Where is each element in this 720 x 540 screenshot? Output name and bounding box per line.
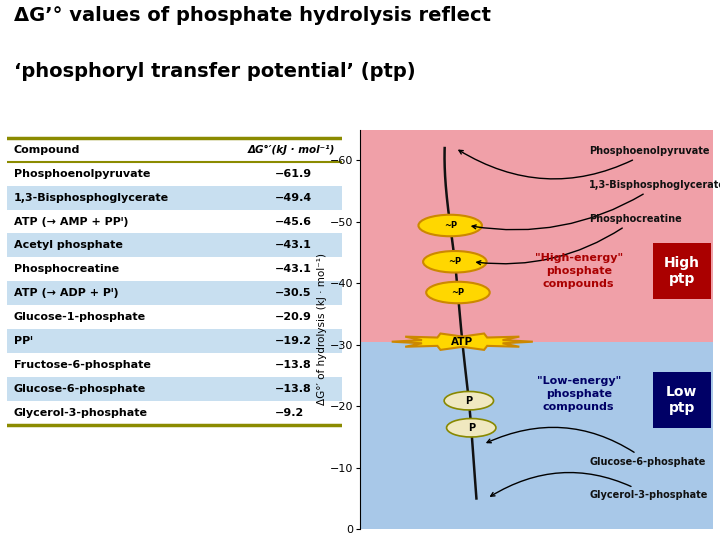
FancyBboxPatch shape [653,373,711,428]
Text: ΔG°′(kJ · mol⁻¹): ΔG°′(kJ · mol⁻¹) [248,145,336,154]
Text: ‘phosphoryl transfer potential’ (ptp): ‘phosphoryl transfer potential’ (ptp) [14,62,416,81]
Text: "High-energy"
phosphate
compounds: "High-energy" phosphate compounds [535,253,623,289]
Text: −13.8: −13.8 [275,360,312,370]
Text: Compound: Compound [14,145,80,154]
Text: ΔG’° values of phosphate hydrolysis reflect: ΔG’° values of phosphate hydrolysis refl… [14,6,491,25]
Ellipse shape [444,392,493,410]
Text: ~P: ~P [451,288,464,297]
Text: P: P [465,396,472,406]
Bar [7,281,342,306]
Text: High
ptp: High ptp [664,256,700,286]
Bar [7,377,342,401]
Text: Phosphocreatine: Phosphocreatine [14,265,119,274]
Text: PPᴵ: PPᴵ [14,336,32,346]
Text: −20.9: −20.9 [275,313,312,322]
Text: ATP: ATP [451,337,473,347]
Text: Glucose-6-phosphate: Glucose-6-phosphate [487,427,706,467]
Text: −19.2: −19.2 [275,336,312,346]
Text: Low
ptp: Low ptp [666,385,698,415]
Text: Phosphoenolpyruvate: Phosphoenolpyruvate [14,168,150,179]
Bar [360,342,713,529]
Text: 1,3-Bisphosphoglycerate: 1,3-Bisphosphoglycerate [472,180,720,230]
Bar [7,186,342,210]
Text: Glucose-6-phosphate: Glucose-6-phosphate [14,384,146,394]
Text: −43.1: −43.1 [275,265,312,274]
Text: −49.4: −49.4 [275,193,312,202]
Bar [7,233,342,258]
Text: ATP (→ ADP + Pᴵ): ATP (→ ADP + Pᴵ) [14,288,119,299]
Text: Phosphocreatine: Phosphocreatine [477,214,682,265]
Text: −30.5: −30.5 [275,288,312,299]
Ellipse shape [418,215,482,237]
Bar [7,329,342,353]
Text: P: P [468,423,474,433]
Ellipse shape [423,251,487,273]
Y-axis label: ΔG°′ of hydrolysis (kJ · mol⁻¹): ΔG°′ of hydrolysis (kJ · mol⁻¹) [317,253,327,406]
Polygon shape [392,334,533,350]
Text: −45.6: −45.6 [275,217,312,226]
Text: ~P: ~P [444,221,456,230]
Text: −13.8: −13.8 [275,384,312,394]
Text: ATP (→ AMP + PPᴵ): ATP (→ AMP + PPᴵ) [14,217,128,226]
Text: Acetyl phosphate: Acetyl phosphate [14,240,123,251]
Text: 1,3-Bisphosphoglycerate: 1,3-Bisphosphoglycerate [14,193,169,202]
Text: ~P: ~P [449,257,462,266]
Text: Glycerol-3-phosphate: Glycerol-3-phosphate [491,472,708,501]
Text: −43.1: −43.1 [275,240,312,251]
Text: Phosphoenolpyruvate: Phosphoenolpyruvate [459,146,710,179]
Text: Fructose-6-phosphate: Fructose-6-phosphate [14,360,150,370]
Text: Glucose-1-phosphate: Glucose-1-phosphate [14,313,146,322]
FancyBboxPatch shape [653,244,711,299]
Bar [360,130,713,342]
Ellipse shape [446,418,496,437]
Text: "Low-energy"
phosphate
compounds: "Low-energy" phosphate compounds [536,376,621,412]
Ellipse shape [426,282,490,303]
Text: −61.9: −61.9 [275,168,312,179]
Text: −9.2: −9.2 [275,408,305,418]
Text: Glycerol-3-phosphate: Glycerol-3-phosphate [14,408,148,418]
